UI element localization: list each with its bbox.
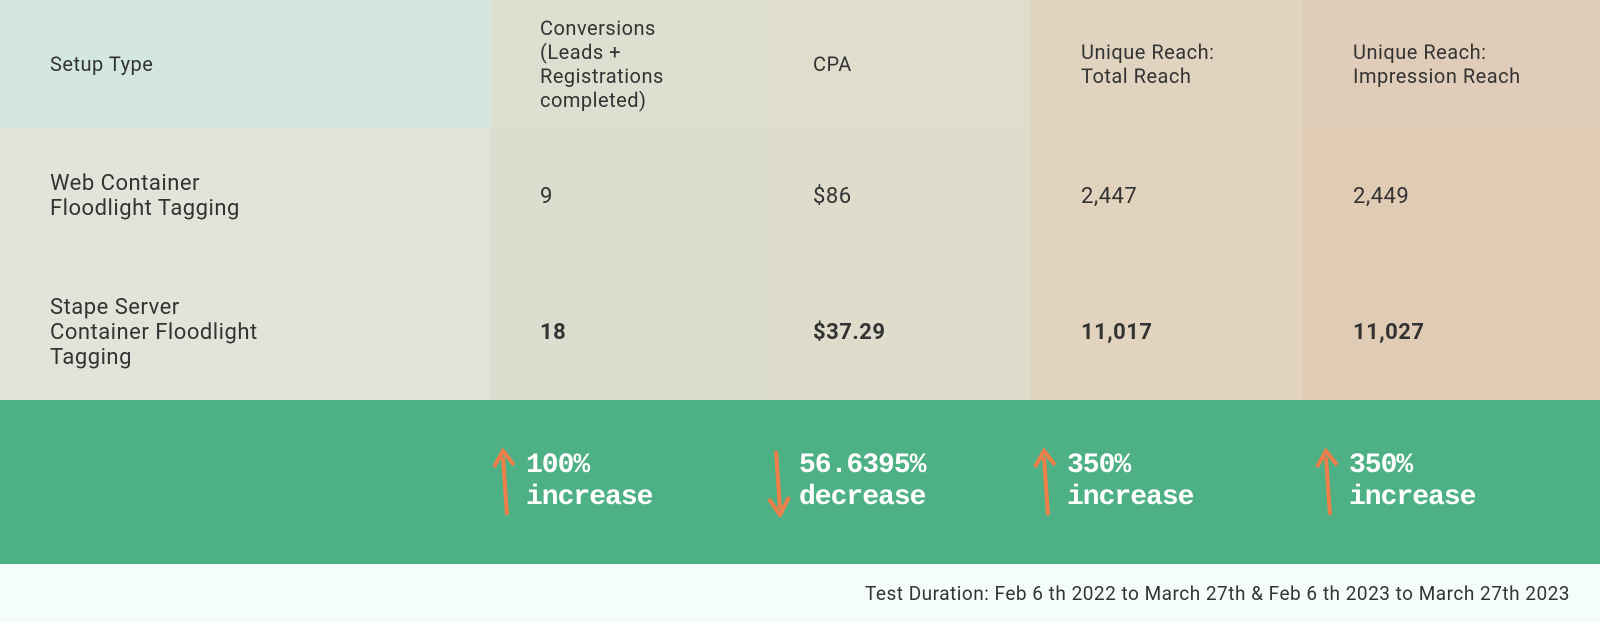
row-label-cell: Stape Server Container Floodlight Taggin… xyxy=(0,264,490,400)
row-label-cell: Web Container Floodlight Tagging xyxy=(0,128,490,264)
summary-word: increase xyxy=(526,482,652,513)
summary-text: 56.6395% decrease xyxy=(799,450,925,514)
cell-value: 11,017 xyxy=(1081,320,1153,345)
summary-word: decrease xyxy=(799,482,925,513)
summary-text: 350% increase xyxy=(1349,450,1475,514)
column-header: Unique Reach: Total Reach xyxy=(1031,0,1303,128)
summary-percent: 350% xyxy=(1349,450,1412,481)
row-label: Web Container Floodlight Tagging xyxy=(50,171,270,221)
table-row: Web Container Floodlight Tagging 9 $86 2… xyxy=(0,128,1600,264)
data-cell: $37.29 xyxy=(763,264,1031,400)
summary-cell: 350% increase xyxy=(1031,400,1303,564)
data-cell: 2,449 xyxy=(1303,128,1600,264)
column-header: Setup Type xyxy=(0,0,490,128)
cell-value: $86 xyxy=(813,184,852,209)
column-header-label: Unique Reach: Impression Reach xyxy=(1353,40,1550,88)
data-cell: $86 xyxy=(763,128,1031,264)
column-header: CPA xyxy=(763,0,1031,128)
arrow-down-icon xyxy=(763,447,793,517)
row-label: Stape Server Container Floodlight Taggin… xyxy=(50,295,280,370)
arrow-up-icon xyxy=(1031,447,1061,517)
summary-cell: 100% increase xyxy=(490,400,763,564)
summary-text: 100% increase xyxy=(526,450,652,514)
column-header-label: Setup Type xyxy=(50,52,153,76)
summary-percent: 350% xyxy=(1067,450,1130,481)
column-header-label: Conversions (Leads + Registrations compl… xyxy=(540,16,713,112)
summary-cell: 350% increase xyxy=(1303,400,1600,564)
cell-value: 2,447 xyxy=(1081,184,1137,209)
cell-value: 2,449 xyxy=(1353,184,1409,209)
summary-word: increase xyxy=(1349,482,1475,513)
summary-text: 350% increase xyxy=(1067,450,1193,514)
summary-spacer xyxy=(0,400,490,564)
summary-word: increase xyxy=(1067,482,1193,513)
summary-percent: 100% xyxy=(526,450,589,481)
data-cell: 11,017 xyxy=(1031,264,1303,400)
column-header-label: Unique Reach: Total Reach xyxy=(1081,40,1253,88)
table-row: Stape Server Container Floodlight Taggin… xyxy=(0,264,1600,400)
cell-value: $37.29 xyxy=(813,320,886,345)
arrow-up-icon xyxy=(1313,447,1343,517)
test-duration-text: Test Duration: Feb 6 th 2022 to March 27… xyxy=(865,582,1570,605)
arrow-up-icon xyxy=(490,447,520,517)
summary-cell: 56.6395% decrease xyxy=(763,400,1031,564)
data-cell: 2,447 xyxy=(1031,128,1303,264)
footer-note: Test Duration: Feb 6 th 2022 to March 27… xyxy=(0,564,1600,622)
cell-value: 18 xyxy=(540,320,566,345)
column-header: Unique Reach: Impression Reach xyxy=(1303,0,1600,128)
summary-percent: 56.6395% xyxy=(799,450,925,481)
comparison-table: Setup Type Conversions (Leads + Registra… xyxy=(0,0,1600,622)
table-header-row: Setup Type Conversions (Leads + Registra… xyxy=(0,0,1600,128)
data-cell: 18 xyxy=(490,264,763,400)
column-header-label: CPA xyxy=(813,52,852,76)
cell-value: 11,027 xyxy=(1353,320,1425,345)
data-cell: 9 xyxy=(490,128,763,264)
data-cell: 11,027 xyxy=(1303,264,1600,400)
summary-row: 100% increase 56.6395% decrease 350% inc… xyxy=(0,400,1600,564)
cell-value: 9 xyxy=(540,184,553,209)
column-header: Conversions (Leads + Registrations compl… xyxy=(490,0,763,128)
